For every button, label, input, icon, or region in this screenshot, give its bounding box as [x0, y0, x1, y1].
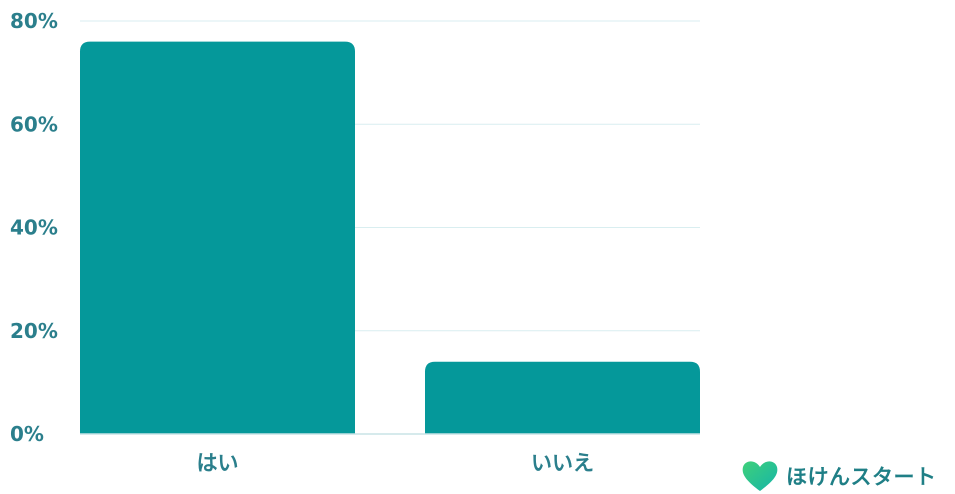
bars: [80, 41, 700, 435]
brand-logo: ほけんスタート: [740, 458, 937, 494]
bar: [80, 41, 355, 435]
bar: [425, 361, 700, 434]
x-axis-categories: はい いいえ: [197, 451, 595, 475]
y-tick-label: 20%: [10, 319, 58, 343]
x-category-label: はい: [197, 451, 239, 475]
x-category-label: いいえ: [531, 451, 594, 475]
y-tick-label: 80%: [10, 9, 58, 33]
brand-logo-text: ほけんスタート: [786, 465, 937, 489]
y-tick-label: 0%: [10, 422, 44, 446]
y-axis-ticks: 0% 20% 40% 60% 80%: [10, 9, 58, 446]
heart-icon: [742, 461, 778, 491]
y-tick-label: 60%: [10, 112, 58, 136]
y-tick-label: 40%: [10, 216, 58, 240]
